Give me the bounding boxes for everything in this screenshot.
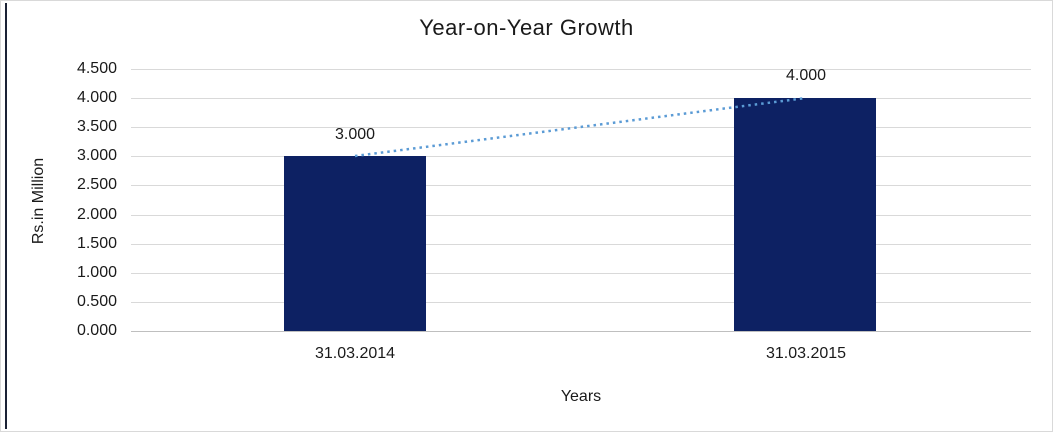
gridline <box>131 185 1031 186</box>
bar-2014 <box>284 156 426 331</box>
gridline <box>131 302 1031 303</box>
bar-2015 <box>734 98 876 331</box>
y-tick-label: 4.000 <box>76 89 117 106</box>
gridline <box>131 244 1031 245</box>
y-tick-label: 0.500 <box>76 293 117 310</box>
x-axis-line <box>131 331 1031 332</box>
y-tick-label: 1.000 <box>76 264 117 281</box>
y-tick-label: 3.000 <box>76 147 117 164</box>
x-tick-label-2015: 31.03.2015 <box>765 345 847 362</box>
y-tick-label: 1.500 <box>76 235 117 252</box>
gridline <box>131 273 1031 274</box>
gridline <box>131 215 1031 216</box>
x-tick-label-2014: 31.03.2014 <box>314 345 396 362</box>
left-edge-rule <box>5 3 7 429</box>
data-label-2014: 3.000 <box>334 126 376 143</box>
y-tick-label: 2.500 <box>76 176 117 193</box>
data-label-2015: 4.000 <box>785 67 827 84</box>
plot-area <box>131 69 1031 331</box>
chart-title: Year-on-Year Growth <box>419 15 634 40</box>
y-tick-label: 3.500 <box>76 118 117 135</box>
y-tick-label: 0.000 <box>76 322 117 339</box>
y-tick-label: 4.500 <box>76 60 117 77</box>
x-axis-title: Years <box>560 388 602 405</box>
y-tick-label: 2.000 <box>76 206 117 223</box>
gridline <box>131 156 1031 157</box>
gridline <box>131 69 1031 70</box>
gridline <box>131 127 1031 128</box>
gridline <box>131 98 1031 99</box>
